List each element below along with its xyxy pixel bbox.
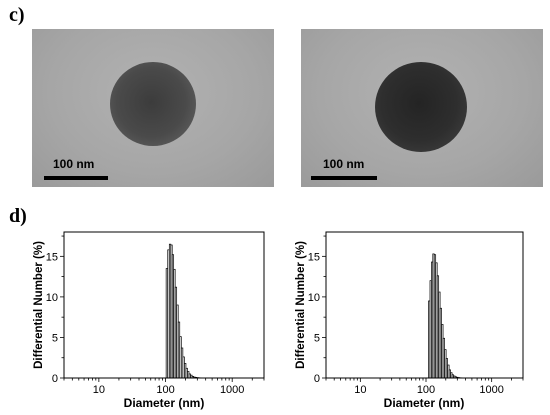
- nanoparticle: [110, 62, 196, 146]
- y-tick-label: 10: [308, 292, 320, 304]
- bars: [428, 254, 462, 378]
- chart-svg: 10 100 1000 0 5 10 15 Diameter (nm) Different…: [0, 222, 275, 410]
- x-ticks: 10 100 1000: [64, 378, 264, 396]
- y-axis-label: Differential Number (%): [33, 241, 45, 369]
- y-tick-label: 5: [52, 332, 58, 344]
- y-tick-label: 0: [314, 373, 320, 385]
- panel-label-c: c): [9, 4, 25, 27]
- size-distribution-chart-2: 10 100 1000 0 5 10 15 Diameter (nm) Different…: [275, 222, 550, 410]
- tem-image-2: 100 nm: [301, 29, 543, 187]
- y-tick-label: 10: [46, 292, 58, 304]
- plot-frame: [326, 232, 523, 378]
- y-tick-label: 15: [308, 251, 320, 263]
- chart-svg: 10 100 1000 0 5 10 15 Diameter (nm) Different…: [275, 222, 550, 410]
- y-axis-label: Differential Number (%): [295, 241, 307, 369]
- x-ticks: 10 100 1000: [326, 378, 523, 396]
- tem-image-1: 100 nm: [32, 29, 274, 187]
- size-distribution-chart-1: 10 100 1000 0 5 10 15 Diameter (nm) Different…: [0, 222, 275, 410]
- x-tick-label: 10: [354, 384, 366, 396]
- x-axis-label: Diameter (nm): [384, 396, 465, 410]
- scale-bar-label: 100 nm: [323, 157, 364, 171]
- nanoparticle: [375, 62, 467, 152]
- x-tick-label: 10: [93, 384, 105, 396]
- scale-bar: [311, 176, 377, 180]
- y-tick-label: 0: [52, 373, 58, 385]
- scale-bar-label: 100 nm: [53, 157, 94, 171]
- x-tick-label: 100: [417, 384, 435, 396]
- x-tick-label: 1000: [479, 384, 503, 396]
- y-tick-label: 5: [314, 332, 320, 344]
- y-tick-label: 15: [46, 251, 58, 263]
- x-tick-label: 1000: [220, 384, 244, 396]
- x-tick-label: 100: [156, 384, 174, 396]
- plot-frame: [64, 232, 264, 378]
- x-axis-label: Diameter (nm): [124, 396, 205, 410]
- scale-bar: [44, 176, 108, 180]
- y-ticks: 0 5 10 15: [46, 236, 64, 385]
- bars: [166, 244, 201, 378]
- y-ticks: 0 5 10 15: [308, 236, 326, 385]
